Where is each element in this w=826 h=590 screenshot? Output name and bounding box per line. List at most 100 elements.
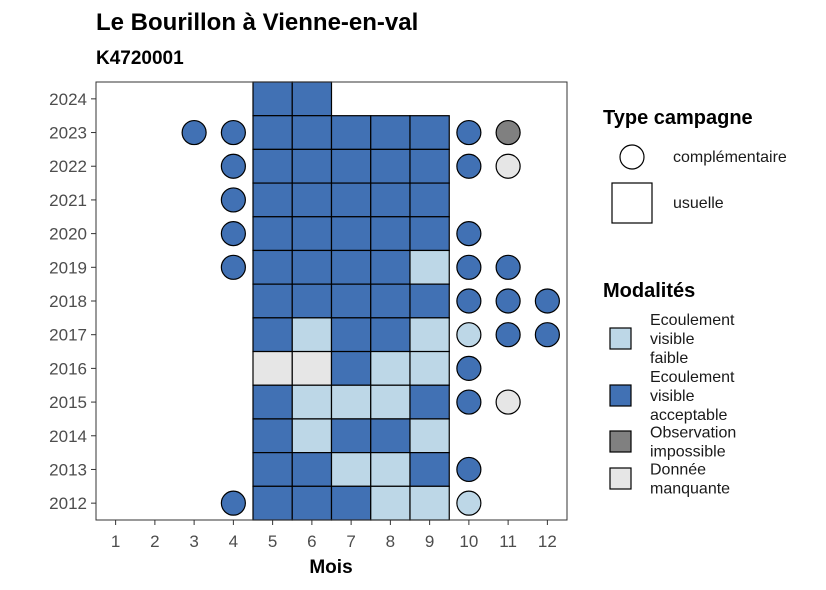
y-tick-label: 2014 xyxy=(49,427,87,446)
data-square xyxy=(291,283,333,319)
data-square xyxy=(409,182,450,218)
data-square xyxy=(291,81,333,117)
x-tick-label: 12 xyxy=(538,532,557,551)
data-square xyxy=(252,350,293,386)
data-circle xyxy=(220,153,246,179)
data-square xyxy=(409,317,450,353)
y-tick-label: 2020 xyxy=(49,225,87,244)
data-circle xyxy=(220,254,246,280)
data-square xyxy=(330,182,372,218)
legend-key-impossible xyxy=(609,430,632,453)
legend-label-line: visible xyxy=(650,331,695,348)
data-circle xyxy=(495,153,521,179)
y-tick-label: 2015 xyxy=(49,393,87,412)
data-square xyxy=(291,182,333,218)
x-tick-label: 8 xyxy=(386,532,395,551)
data-circle xyxy=(220,490,246,516)
data-square xyxy=(370,115,411,150)
data-square xyxy=(330,283,372,319)
legend-key-square xyxy=(611,182,653,224)
data-square xyxy=(252,249,293,285)
data-square xyxy=(252,81,293,117)
data-square xyxy=(291,249,333,285)
data-circle xyxy=(456,254,482,280)
y-tick-label: 2023 xyxy=(49,124,87,143)
legend-title-type-campagne: Type campagne xyxy=(603,107,753,129)
y-tick-label: 2019 xyxy=(49,258,87,277)
data-square xyxy=(330,350,372,386)
data-circle xyxy=(220,187,246,213)
legend-label-line: visible xyxy=(650,388,695,405)
data-circle xyxy=(456,153,482,179)
data-square xyxy=(370,148,411,184)
legend-label-line: Donnée xyxy=(650,462,706,479)
data-square xyxy=(330,249,372,285)
data-square xyxy=(291,452,333,487)
data-circle xyxy=(534,288,560,314)
data-square xyxy=(409,283,450,319)
data-square xyxy=(291,350,333,386)
chart-subtitle: K4720001 xyxy=(96,48,184,69)
data-square xyxy=(409,485,450,521)
legend-label-line: faible xyxy=(650,350,688,367)
x-tick-label: 9 xyxy=(425,532,434,551)
y-tick-label: 2018 xyxy=(49,292,87,311)
data-square xyxy=(409,384,450,420)
data-square xyxy=(291,148,333,184)
legend-label-manquante: Donnée manquante xyxy=(650,462,730,498)
data-circle xyxy=(534,322,560,348)
data-square xyxy=(291,216,333,252)
plot-area xyxy=(181,81,560,521)
data-square xyxy=(252,384,293,420)
data-square xyxy=(409,249,450,285)
data-square xyxy=(252,317,293,353)
legend-label-impossible: Observation impossible xyxy=(650,425,736,461)
data-circle xyxy=(495,322,521,348)
data-square xyxy=(370,485,411,521)
legend-label-line: acceptable xyxy=(650,407,727,424)
data-square xyxy=(291,317,333,353)
data-circle xyxy=(456,355,482,381)
legend-label-line: manquante xyxy=(650,481,730,498)
data-square xyxy=(291,115,333,150)
legend-label-line: Observation xyxy=(650,425,736,442)
legend-label-line: Ecoulement xyxy=(650,312,735,329)
data-circle xyxy=(456,490,482,516)
data-square xyxy=(291,418,333,454)
data-square xyxy=(330,418,372,454)
data-square xyxy=(370,452,411,487)
data-circle xyxy=(456,322,482,348)
x-tick-label: 4 xyxy=(229,532,238,551)
legend-title-modalites: Modalités xyxy=(603,280,695,302)
data-square xyxy=(409,115,450,150)
data-square xyxy=(252,182,293,218)
legend-key-faible xyxy=(609,327,632,350)
y-tick-label: 2022 xyxy=(49,157,87,176)
data-square xyxy=(252,418,293,454)
y-tick-label: 2016 xyxy=(49,359,87,378)
data-square xyxy=(330,485,372,521)
data-square xyxy=(370,350,411,386)
x-axis-title: Mois xyxy=(309,557,352,578)
data-circle xyxy=(456,389,482,415)
data-square xyxy=(330,452,372,487)
chart-title: Le Bourillon à Vienne-en-val xyxy=(96,9,418,36)
data-square xyxy=(252,115,293,150)
legend-label: usuelle xyxy=(673,195,724,212)
data-circle xyxy=(495,288,521,314)
x-tick-label: 2 xyxy=(150,532,159,551)
data-circle xyxy=(220,119,246,146)
data-square xyxy=(252,283,293,319)
data-square xyxy=(409,216,450,252)
data-circle xyxy=(181,119,207,146)
x-tick-label: 5 xyxy=(268,532,277,551)
data-circle xyxy=(456,288,482,314)
data-square xyxy=(291,485,333,521)
data-circle xyxy=(456,456,482,483)
legend-label-line: impossible xyxy=(650,444,726,461)
legend-key-acceptable xyxy=(609,384,632,407)
legend-key-manquante xyxy=(609,467,632,490)
data-square xyxy=(370,249,411,285)
data-square xyxy=(252,148,293,184)
data-square xyxy=(370,182,411,218)
